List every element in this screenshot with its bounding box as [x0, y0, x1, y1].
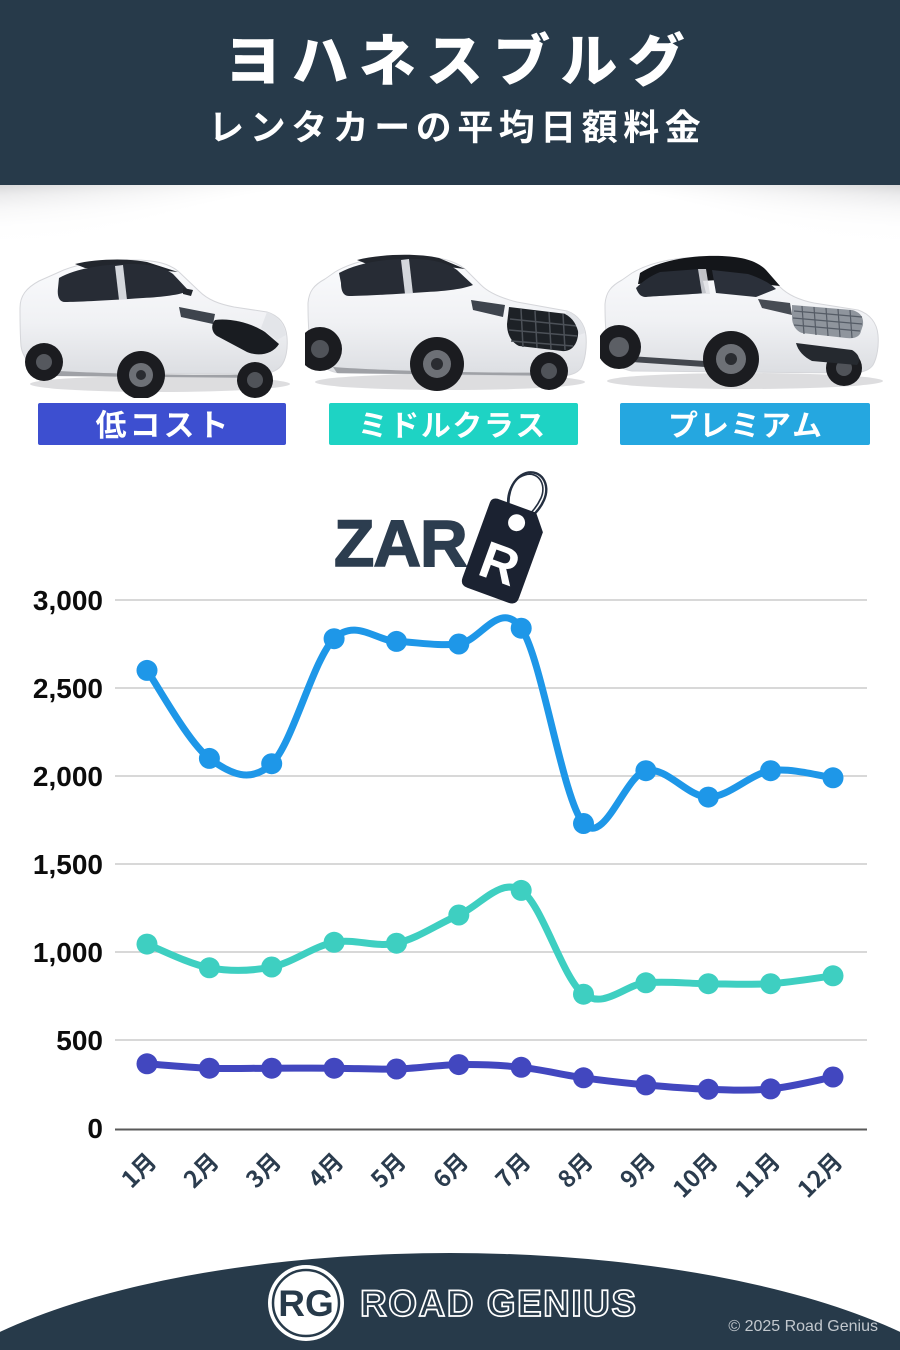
- svg-text:2,500: 2,500: [33, 673, 103, 704]
- svg-text:500: 500: [56, 1025, 103, 1056]
- svg-text:0: 0: [87, 1113, 103, 1144]
- svg-text:2,000: 2,000: [33, 761, 103, 792]
- svg-text:© 2025 Road Genius: © 2025 Road Genius: [728, 1318, 878, 1335]
- svg-text:1,500: 1,500: [33, 849, 103, 880]
- svg-text:1,000: 1,000: [33, 937, 103, 968]
- svg-text:3,000: 3,000: [33, 585, 103, 616]
- svg-text:ROAD GENIUS: ROAD GENIUS: [360, 1283, 638, 1324]
- svg-text:RG: RG: [278, 1283, 334, 1324]
